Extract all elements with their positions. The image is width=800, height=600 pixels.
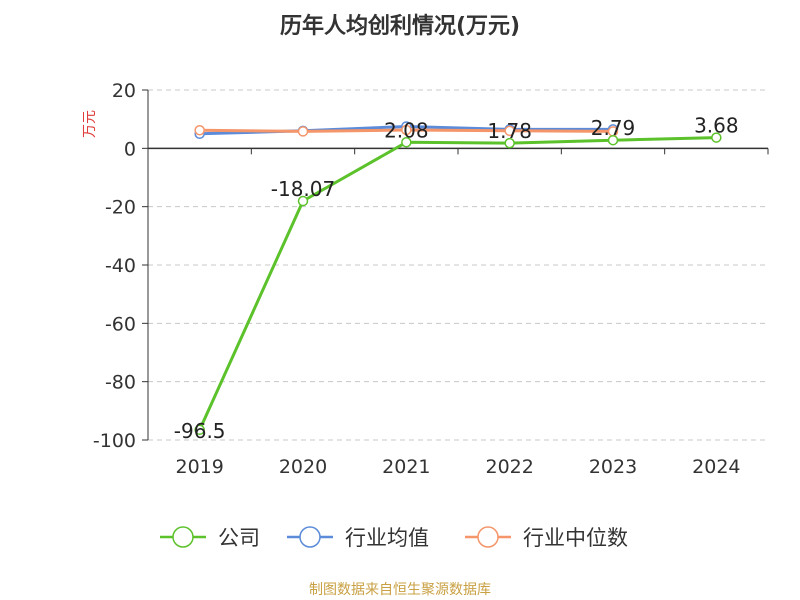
y-tick-label: 0 [124, 138, 136, 160]
y-tick-label: -20 [105, 197, 136, 219]
data-label: 1.78 [487, 119, 532, 143]
data-point [194, 424, 205, 436]
data-point [401, 124, 412, 136]
legend-label: 行业中位数 [523, 526, 628, 550]
data-point [711, 132, 722, 143]
data-point [504, 137, 515, 149]
x-tick-label: 2022 [485, 456, 533, 478]
data-point [504, 125, 515, 137]
legend-label: 行业均值 [345, 526, 429, 550]
x-tick-label: 2023 [589, 456, 637, 478]
axes: 20 0 -20 -40 -60 -80 -100 2019 2020 2021 2022 2023 2… [93, 80, 769, 478]
data-point [297, 195, 309, 207]
grid-lines [148, 89, 768, 441]
data-point [297, 126, 309, 137]
data-label: -18.07 [271, 177, 335, 201]
series-layer [194, 121, 722, 436]
x-tick-label: 2019 [175, 456, 223, 478]
legend-item-2: 行业中位数 [465, 526, 628, 550]
y-tick-label: -80 [105, 372, 136, 394]
legend-item-0: 公司 [160, 526, 260, 550]
y-tick-label: -60 [105, 313, 136, 335]
data-label: 3.68 [694, 114, 739, 138]
data-point [401, 137, 412, 148]
legend-marker [172, 526, 194, 548]
x-tick-label: 2024 [692, 456, 740, 478]
series-line [198, 136, 717, 431]
legend-label: 公司 [218, 526, 260, 550]
x-tick-label: 2021 [382, 456, 430, 478]
y-tick-label: 20 [112, 80, 136, 102]
chart-title: 历年人均创利情况(万元) [280, 13, 520, 39]
legend-marker [477, 526, 499, 548]
data-point [607, 134, 619, 146]
data-labels: -96.5 -18.07 2.08 1.78 2.79 3.68 [174, 114, 739, 443]
data-label: 2.08 [384, 118, 429, 142]
legend-marker [299, 526, 321, 548]
data-point [194, 125, 205, 136]
legend: 公司 行业均值 行业中位数 [160, 526, 628, 550]
series-0 [194, 132, 722, 436]
data-label: -96.5 [174, 419, 226, 443]
y-axis-label: 万元 [82, 110, 98, 138]
x-tick-label: 2020 [279, 456, 327, 478]
data-label: 2.79 [591, 116, 636, 140]
source-note: 制图数据来自恒生聚源数据库 [309, 582, 491, 598]
y-tick-label: -100 [93, 430, 136, 452]
legend-item-1: 行业均值 [287, 526, 429, 550]
series-2 [194, 124, 619, 137]
y-tick-label: -40 [105, 255, 136, 277]
